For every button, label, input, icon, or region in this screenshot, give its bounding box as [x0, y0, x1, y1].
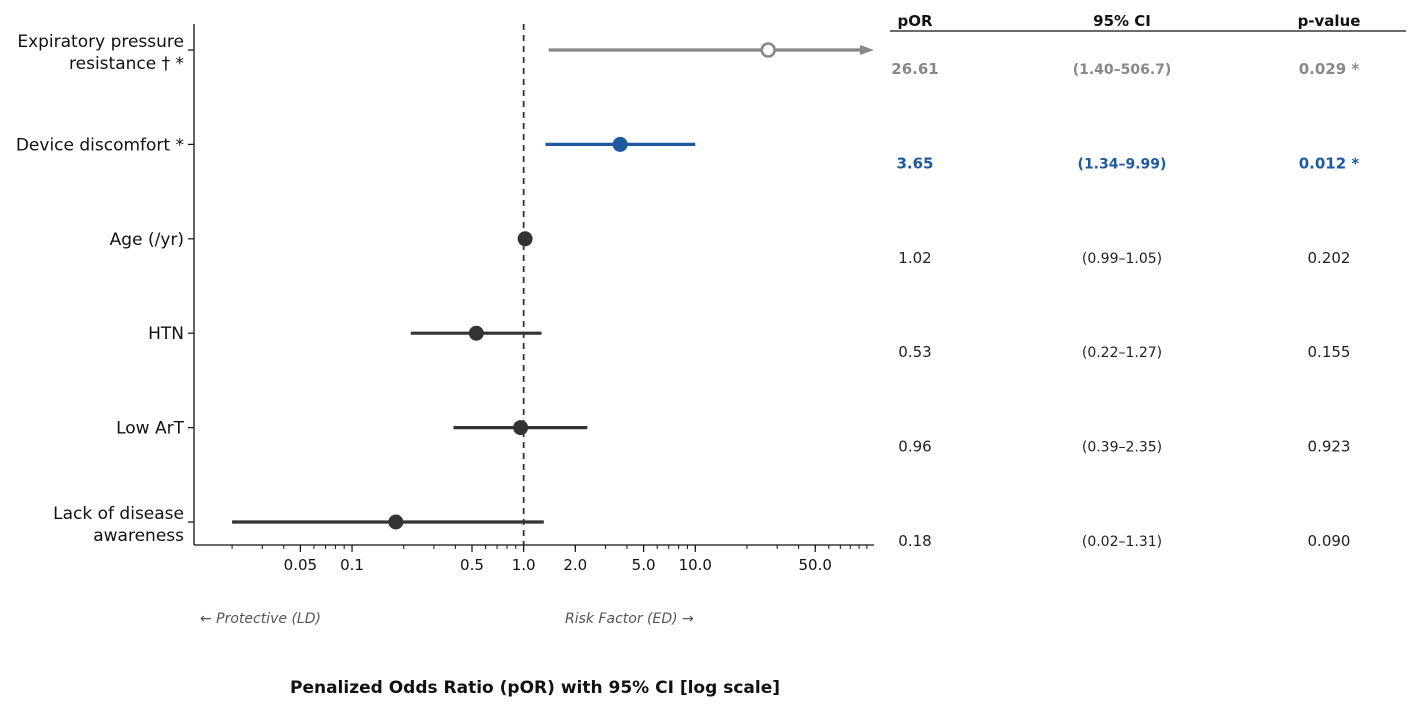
- row-label: Device discomfort *: [16, 135, 184, 155]
- cell-p: 0.090: [1308, 532, 1351, 550]
- column-header-p: p-value: [1298, 12, 1361, 30]
- row-label: awareness: [93, 526, 184, 546]
- x-tick-label: 10.0: [679, 556, 712, 574]
- x-tick-label: 0.05: [284, 556, 317, 574]
- cell-p: 0.155: [1308, 343, 1351, 361]
- results-table: pOR 95% CI p-value 26.61 (1.40–506.7) 0.029 *…: [890, 12, 1406, 550]
- cell-ci: (1.40–506.7): [1073, 62, 1172, 78]
- point-estimate: [612, 136, 628, 152]
- x-tick-label: 0.5: [460, 556, 484, 574]
- direction-label-risk: Risk Factor (ED) →: [565, 611, 694, 627]
- point-estimate: [388, 514, 404, 530]
- row-label: Age (/yr): [110, 230, 184, 250]
- cell-ci: (1.34–9.99): [1078, 156, 1167, 172]
- row-label: Low ArT: [116, 419, 184, 439]
- x-tick-label: 1.0: [512, 556, 536, 574]
- cell-por: 0.18: [898, 532, 931, 550]
- row-label: resistance † *: [69, 54, 184, 74]
- cell-p: 0.012 *: [1299, 154, 1360, 172]
- x-tick-label: 0.1: [340, 556, 364, 574]
- x-tick-label: 5.0: [632, 556, 656, 574]
- truncation-arrow-icon: [860, 45, 874, 55]
- cell-ci: (0.99–1.05): [1082, 251, 1162, 267]
- point-estimate: [517, 231, 533, 247]
- cell-por: 3.65: [896, 154, 933, 172]
- point-estimate: [760, 42, 777, 58]
- x-tick-label: 50.0: [799, 556, 832, 574]
- direction-label-protective: ← Protective (LD): [200, 611, 321, 627]
- row-label: HTN: [148, 324, 184, 344]
- point-estimate: [468, 325, 484, 341]
- plot-area: 0.05 0.1 0.5 1.0 2.0 5.0 10.0 50.0 Expiratory pr…: [16, 24, 874, 574]
- column-header-ci: 95% CI: [1093, 12, 1151, 30]
- row-label: Lack of disease: [53, 504, 184, 524]
- cell-por: 26.61: [891, 60, 938, 78]
- x-tick-label: 2.0: [563, 556, 587, 574]
- cell-por: 1.02: [898, 249, 931, 267]
- cell-ci: (0.39–2.35): [1082, 440, 1162, 456]
- cell-p: 0.029 *: [1299, 60, 1360, 78]
- cell-p: 0.202: [1308, 249, 1351, 267]
- x-axis-label: Penalized Odds Ratio (pOR) with 95% CI […: [290, 678, 780, 698]
- cell-por: 0.96: [898, 438, 931, 456]
- cell-por: 0.53: [898, 343, 931, 361]
- row-label: Expiratory pressure: [17, 32, 184, 52]
- cell-ci: (0.22–1.27): [1082, 345, 1162, 361]
- point-estimate: [513, 420, 529, 436]
- cell-ci: (0.02–1.31): [1082, 534, 1162, 550]
- cell-p: 0.923: [1308, 438, 1351, 456]
- column-header-por: pOR: [897, 12, 932, 30]
